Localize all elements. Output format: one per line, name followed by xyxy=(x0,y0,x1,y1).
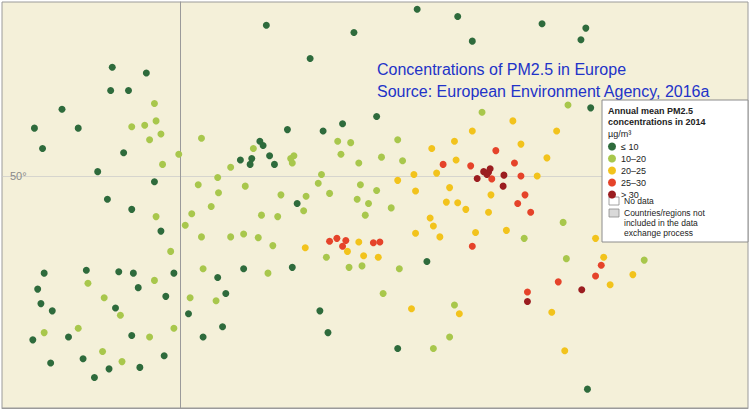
svg-text:exchange process: exchange process xyxy=(624,228,693,238)
svg-text:included in the data: included in the data xyxy=(624,218,700,228)
svg-text:Source: European Environment A: Source: European Environment Agency, 201… xyxy=(377,83,709,100)
svg-text:20–25: 20–25 xyxy=(621,166,646,176)
svg-text:25–30: 25–30 xyxy=(621,178,646,188)
svg-text:Countries/regions not: Countries/regions not xyxy=(624,208,707,218)
svg-text:≤ 10: ≤ 10 xyxy=(621,142,638,152)
svg-text:10–20: 10–20 xyxy=(621,154,646,164)
svg-text:µg/m³: µg/m³ xyxy=(608,129,631,139)
svg-text:Concentrations of PM2.5 in Eur: Concentrations of PM2.5 in Europe xyxy=(377,61,626,78)
svg-text:Annual mean PM2.5: Annual mean PM2.5 xyxy=(608,106,696,116)
svg-text:50°: 50° xyxy=(10,170,27,182)
svg-text:concentrations in 2014: concentrations in 2014 xyxy=(608,117,706,127)
svg-text:> 30: > 30 xyxy=(621,190,639,200)
svg-text:No data: No data xyxy=(624,196,654,206)
